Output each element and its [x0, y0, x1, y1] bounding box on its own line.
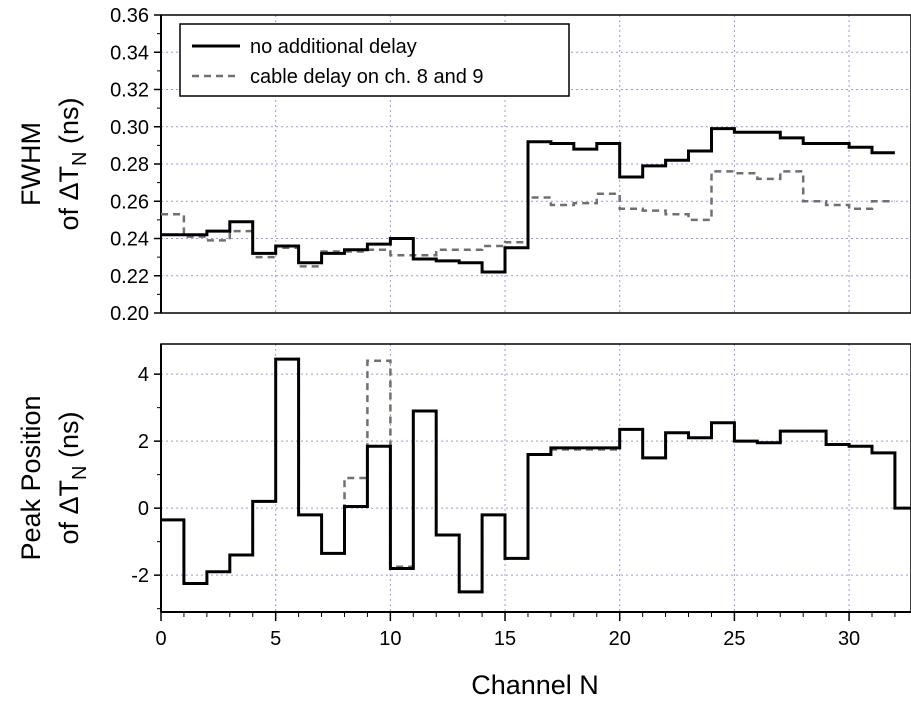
x-tick-label: 10 [379, 628, 401, 650]
fwhm-y-tick-label: 0.36 [110, 5, 149, 27]
x-axis-title: Channel N [471, 670, 599, 700]
fwhm-y-tick-label: 0.20 [110, 303, 149, 325]
fwhm-y-tick-label: 0.26 [110, 191, 149, 213]
fwhm-y-tick-label: 0.22 [110, 266, 149, 288]
peak-series-cable-delay-line [161, 357, 911, 594]
peak-series-no-delay-line [161, 357, 911, 594]
x-tick-label: 15 [494, 628, 516, 650]
x-tick-label: 5 [270, 628, 281, 650]
fwhm-y-tick-label: 0.30 [110, 117, 149, 139]
fwhm-panel: 0.20 0.22 0.24 0.26 0.28 0.30 0.32 0.34 0.36 FWH… [16, 5, 911, 325]
fwhm-y-axis-title-line1: FWHM [16, 122, 46, 206]
fwhm-series [161, 127, 895, 274]
x-tick-label: 20 [609, 628, 631, 650]
peak-grid [161, 344, 911, 612]
fwhm-y-tick-label: 0.28 [110, 154, 149, 176]
legend-label-no-delay: no additional delay [250, 36, 417, 58]
peak-y-tick-label: -2 [131, 565, 149, 587]
x-tick-label: 25 [723, 628, 745, 650]
peak-y-ticks: -2 0 2 4 [131, 344, 162, 612]
x-tick-label: 0 [155, 628, 166, 650]
legend: no additional delay cable delay on ch. 8… [179, 23, 570, 97]
fwhm-y-tick-label: 0.24 [110, 229, 149, 251]
fwhm-series-no-delay-line [161, 127, 895, 274]
peak-y-tick-label: 0 [138, 498, 149, 520]
legend-box [179, 23, 570, 97]
fwhm-y-ticks: 0.20 0.22 0.24 0.26 0.28 0.30 0.32 0.34 0.36 [110, 5, 162, 325]
peak-y-axis-title-line1: Peak Position [16, 395, 46, 560]
fwhm-y-axis-title: FWHM of ΔTN (ns) [16, 98, 91, 231]
peak-position-panel: -2 0 2 4 0 5 10 15 20 25 30 Peak Position of ΔTN … [16, 343, 911, 700]
peak-y-axis-title: Peak Position of ΔTN (ns) [16, 395, 91, 560]
peak-y-tick-label: 4 [138, 364, 149, 386]
x-tick-label: 30 [838, 628, 860, 650]
legend-label-cable-delay: cable delay on ch. 8 and 9 [250, 66, 484, 88]
peak-plot-frame [160, 343, 911, 613]
fwhm-y-tick-label: 0.32 [110, 80, 149, 102]
peak-y-tick-label: 2 [138, 431, 149, 453]
x-axis-ticks: 0 5 10 15 20 25 30 [155, 611, 911, 650]
peak-y-axis-title-line2: of ΔTN (ns) [54, 412, 91, 545]
fwhm-y-tick-label: 0.34 [110, 42, 149, 64]
peak-series [161, 357, 911, 594]
fwhm-y-axis-title-line2: of ΔTN (ns) [54, 98, 91, 231]
